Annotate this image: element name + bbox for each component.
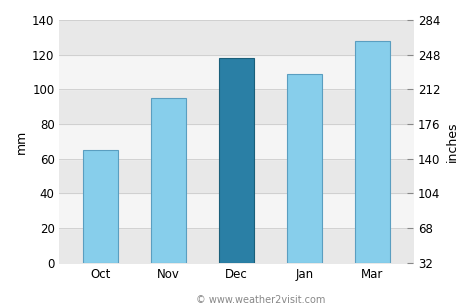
Bar bbox=[82, 150, 118, 263]
Bar bbox=[287, 74, 322, 263]
Bar bbox=[151, 98, 186, 263]
Y-axis label: inches: inches bbox=[446, 121, 459, 162]
Bar bbox=[219, 58, 254, 263]
Bar bbox=[355, 41, 390, 263]
Text: © www.weather2visit.com: © www.weather2visit.com bbox=[196, 295, 325, 305]
Y-axis label: mm: mm bbox=[15, 129, 28, 153]
